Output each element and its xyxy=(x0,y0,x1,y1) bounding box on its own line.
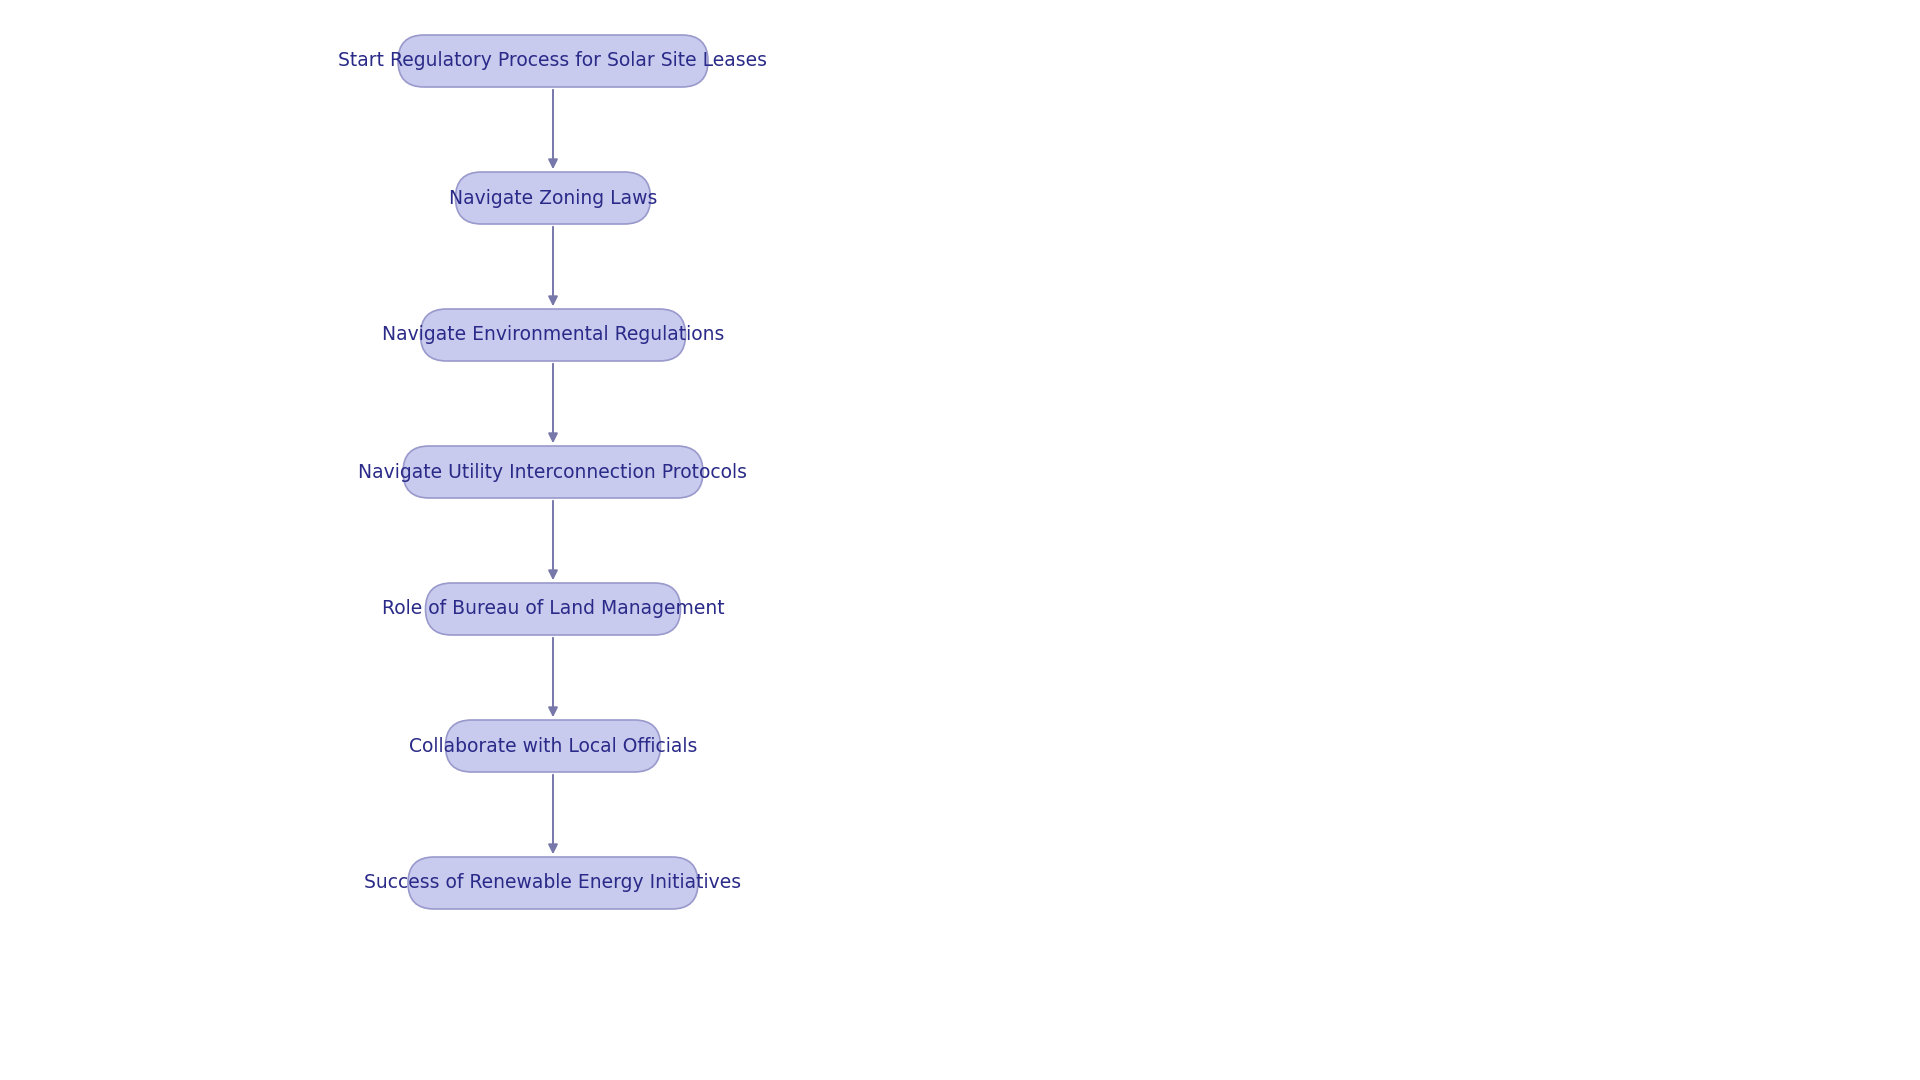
FancyBboxPatch shape xyxy=(403,446,703,498)
FancyBboxPatch shape xyxy=(397,35,708,87)
Text: Role of Bureau of Land Management: Role of Bureau of Land Management xyxy=(382,599,724,619)
Text: Start Regulatory Process for Solar Site Leases: Start Regulatory Process for Solar Site … xyxy=(338,52,768,70)
FancyBboxPatch shape xyxy=(420,309,685,361)
Text: Navigate Zoning Laws: Navigate Zoning Laws xyxy=(449,189,657,207)
FancyBboxPatch shape xyxy=(426,583,680,635)
Text: Navigate Utility Interconnection Protocols: Navigate Utility Interconnection Protoco… xyxy=(359,462,747,482)
FancyBboxPatch shape xyxy=(455,172,651,224)
FancyBboxPatch shape xyxy=(445,720,660,772)
FancyBboxPatch shape xyxy=(407,858,699,909)
Text: Success of Renewable Energy Initiatives: Success of Renewable Energy Initiatives xyxy=(365,874,741,892)
Text: Collaborate with Local Officials: Collaborate with Local Officials xyxy=(409,737,697,756)
Text: Navigate Environmental Regulations: Navigate Environmental Regulations xyxy=(382,325,724,345)
